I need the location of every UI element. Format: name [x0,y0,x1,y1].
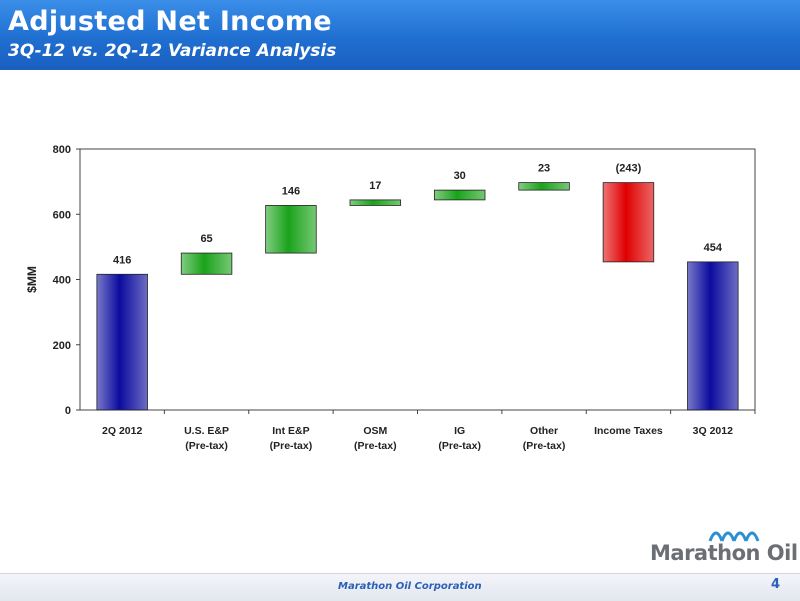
page-number: 4 [771,577,781,592]
x-tick-label: U.S. E&P [184,425,229,437]
bar-8 [687,261,739,411]
y-tick-label: 600 [53,209,71,221]
data-label: 17 [369,180,381,192]
data-label: 454 [704,242,723,254]
data-label: 416 [113,254,131,266]
data-label: 65 [200,233,212,245]
x-tick-label: IG [454,425,465,437]
y-axis-label: $MM [25,266,39,293]
company-logo: Marathon Oil [650,523,798,571]
x-tick-label: (Pre-tax) [185,440,228,452]
slide-title: Adjusted Net Income [8,6,332,37]
bar-2 [180,252,233,275]
footer-bar [0,573,800,601]
x-tick-label: 2Q 2012 [102,425,142,437]
bar-4 [349,199,402,206]
logo-text: Marathon Oil [650,541,798,565]
data-label: 30 [454,170,466,182]
x-tick-label: (Pre-tax) [523,440,566,452]
footer-company: Marathon Oil Corporation [338,581,482,592]
x-tick-label: Int E&P [272,425,309,437]
bar-1 [96,273,148,411]
waterfall-chart: 0 200 400 600 800 $MM 416 2Q 2012 65 U.S. E&P (Pre… [25,144,756,452]
y-tick-label: 400 [53,275,71,287]
y-tick-label: 200 [53,340,71,352]
data-label: 23 [538,163,550,175]
x-tick-label: Other [530,425,558,437]
data-label: (243) [616,163,642,175]
y-tick-label: 0 [65,405,71,417]
bar-3 [265,205,317,254]
slide-header: Adjusted Net Income 3Q-12 vs. 2Q-12 Vari… [0,0,800,70]
bar-5 [433,189,486,201]
x-tick-label: 3Q 2012 [693,425,733,437]
x-tick-label: Income Taxes [594,425,663,437]
bar-7 [602,182,655,263]
bar-6 [518,182,570,191]
y-tick-label: 800 [53,144,71,156]
x-tick-label: (Pre-tax) [438,440,481,452]
data-label: 146 [282,185,300,197]
x-tick-label: (Pre-tax) [354,440,397,452]
x-tick-label: (Pre-tax) [270,440,313,452]
x-tick-label: OSM [363,425,387,437]
marathon-wave-icon [708,531,760,542]
slide-subtitle: 3Q-12 vs. 2Q-12 Variance Analysis [8,41,337,61]
